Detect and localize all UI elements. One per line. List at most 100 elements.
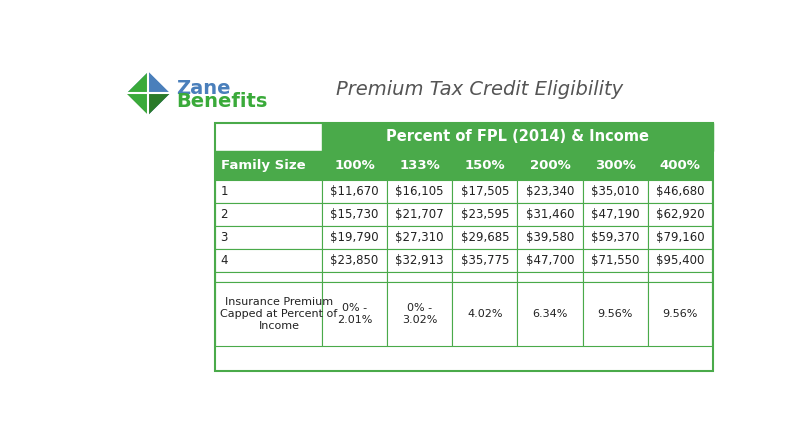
Text: 2: 2 <box>221 208 228 221</box>
Text: $19,790: $19,790 <box>330 231 379 244</box>
Bar <box>517 203 582 226</box>
Bar <box>582 272 648 282</box>
Bar <box>648 272 712 282</box>
Text: $47,190: $47,190 <box>591 208 639 221</box>
Text: $27,310: $27,310 <box>395 231 444 244</box>
Text: $16,105: $16,105 <box>395 185 444 198</box>
Bar <box>322 151 387 180</box>
Polygon shape <box>127 94 170 115</box>
Text: $21,707: $21,707 <box>395 208 444 221</box>
Bar <box>648 282 712 346</box>
Bar <box>517 272 582 282</box>
Text: 4.02%: 4.02% <box>467 309 503 319</box>
Text: $62,920: $62,920 <box>656 208 704 221</box>
Text: Percent of FPL (2014) & Income: Percent of FPL (2014) & Income <box>386 129 649 144</box>
Text: 150%: 150% <box>464 159 505 172</box>
Text: $23,340: $23,340 <box>526 185 574 198</box>
Bar <box>517 226 582 249</box>
Bar <box>452 203 517 226</box>
Bar <box>452 282 517 346</box>
Bar <box>387 151 452 180</box>
Text: $79,160: $79,160 <box>656 231 704 244</box>
Bar <box>582 249 648 272</box>
Text: Insurance Premium
Capped at Percent of
Income: Insurance Premium Capped at Percent of I… <box>221 298 338 331</box>
Bar <box>517 249 582 272</box>
Bar <box>215 226 322 249</box>
Bar <box>387 226 452 249</box>
Text: 100%: 100% <box>334 159 375 172</box>
Text: 0% -
3.02%: 0% - 3.02% <box>402 303 437 325</box>
Bar <box>582 180 648 203</box>
Bar <box>215 180 322 203</box>
Polygon shape <box>127 72 170 94</box>
Bar <box>648 203 712 226</box>
Bar <box>452 249 517 272</box>
Text: $59,370: $59,370 <box>591 231 639 244</box>
Text: $35,775: $35,775 <box>460 254 509 267</box>
Text: $23,850: $23,850 <box>330 254 379 267</box>
Text: $32,913: $32,913 <box>395 254 444 267</box>
Bar <box>387 282 452 346</box>
Text: $47,700: $47,700 <box>526 254 574 267</box>
Text: $95,400: $95,400 <box>656 254 704 267</box>
Bar <box>517 151 582 180</box>
Text: Zane: Zane <box>176 79 231 98</box>
Text: Benefits: Benefits <box>176 91 268 110</box>
Bar <box>452 226 517 249</box>
Text: $23,595: $23,595 <box>460 208 509 221</box>
Bar <box>322 249 387 272</box>
Polygon shape <box>127 72 148 115</box>
Bar <box>215 282 322 346</box>
Bar <box>648 180 712 203</box>
Bar <box>517 282 582 346</box>
Bar <box>387 180 452 203</box>
Text: $11,670: $11,670 <box>330 185 379 198</box>
Text: 200%: 200% <box>529 159 570 172</box>
Polygon shape <box>148 72 170 115</box>
Text: $29,685: $29,685 <box>460 231 509 244</box>
Bar <box>517 180 582 203</box>
Bar <box>648 249 712 272</box>
Text: 0% -
2.01%: 0% - 2.01% <box>337 303 372 325</box>
Text: 9.56%: 9.56% <box>662 309 698 319</box>
Bar <box>322 122 712 151</box>
Bar <box>215 122 712 371</box>
Text: $39,580: $39,580 <box>526 231 574 244</box>
Text: 4: 4 <box>221 254 228 267</box>
Text: 400%: 400% <box>660 159 701 172</box>
Text: $15,730: $15,730 <box>330 208 379 221</box>
Bar <box>387 203 452 226</box>
Text: $35,010: $35,010 <box>591 185 639 198</box>
Text: Premium Tax Credit Eligibility: Premium Tax Credit Eligibility <box>336 80 624 99</box>
Bar <box>215 203 322 226</box>
Bar <box>322 272 387 282</box>
Text: 1: 1 <box>221 185 228 198</box>
Text: 6.34%: 6.34% <box>533 309 568 319</box>
Bar <box>648 151 712 180</box>
Bar <box>215 249 322 272</box>
Bar <box>322 282 387 346</box>
Text: $31,460: $31,460 <box>526 208 574 221</box>
Bar <box>215 151 322 180</box>
Text: 3: 3 <box>221 231 228 244</box>
Bar <box>452 180 517 203</box>
Text: 133%: 133% <box>399 159 440 172</box>
Bar <box>582 203 648 226</box>
Bar <box>452 272 517 282</box>
Bar <box>387 249 452 272</box>
Bar <box>215 122 322 151</box>
Text: $71,550: $71,550 <box>591 254 639 267</box>
Text: 300%: 300% <box>595 159 636 172</box>
Text: $17,505: $17,505 <box>460 185 509 198</box>
Bar <box>215 272 322 282</box>
Bar <box>452 151 517 180</box>
Bar <box>582 282 648 346</box>
Bar <box>387 272 452 282</box>
Bar <box>582 151 648 180</box>
Text: $46,680: $46,680 <box>656 185 704 198</box>
Text: 9.56%: 9.56% <box>597 309 633 319</box>
Bar <box>322 226 387 249</box>
Bar <box>582 226 648 249</box>
Bar <box>322 203 387 226</box>
Bar <box>322 180 387 203</box>
